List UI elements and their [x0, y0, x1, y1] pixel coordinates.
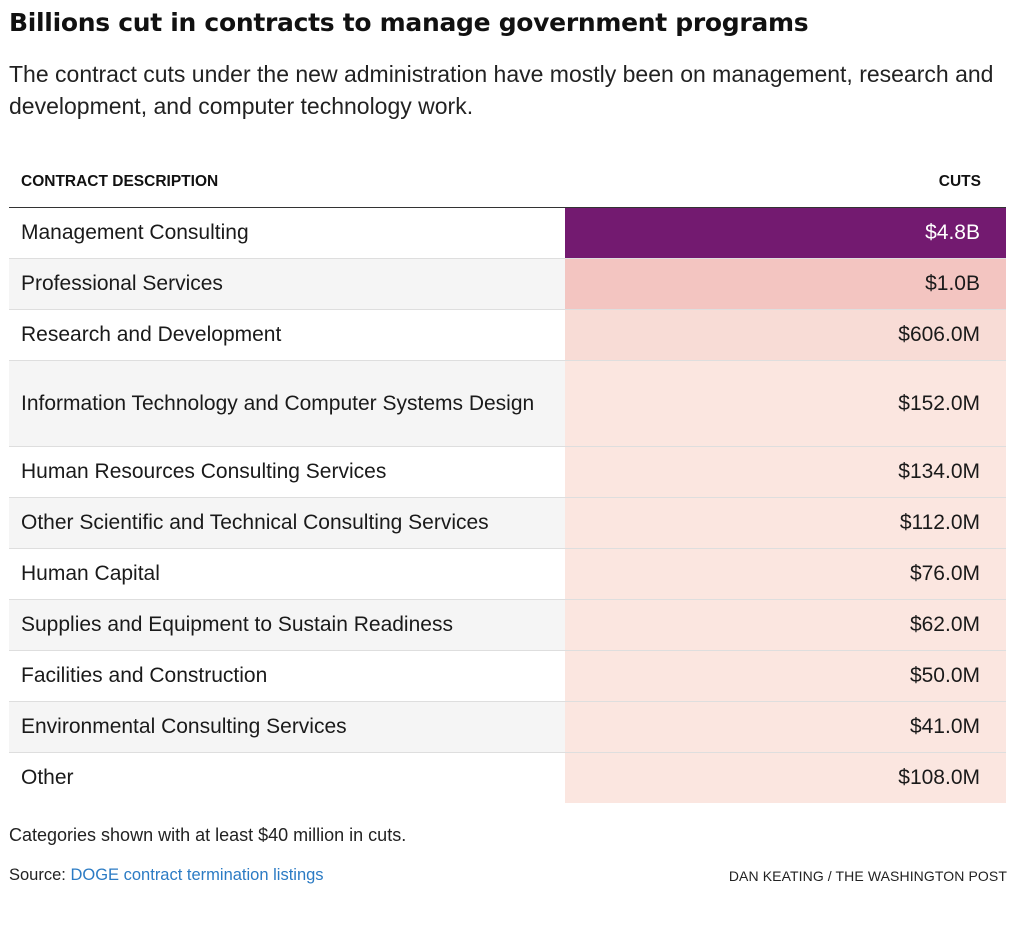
- source-label: Source:: [9, 866, 71, 884]
- source-link[interactable]: DOGE contract termination listings: [70, 866, 324, 884]
- row-description: Human Resources Consulting Services: [21, 460, 387, 483]
- chart-title: Billions cut in contracts to manage gove…: [9, 8, 809, 37]
- row-cuts-value: $76.0M: [565, 549, 1006, 599]
- table-row: Management Consulting $4.8B: [9, 208, 1006, 259]
- row-description: Research and Development: [21, 323, 282, 346]
- row-description: Environmental Consulting Services: [21, 715, 347, 738]
- row-cuts-value: $112.0M: [565, 498, 1006, 548]
- table-row: Other $108.0M: [9, 753, 1006, 803]
- table-row: Environmental Consulting Services $41.0M: [9, 702, 1006, 753]
- footnote: Categories shown with at least $40 milli…: [9, 825, 407, 845]
- row-cuts-value: $606.0M: [565, 310, 1006, 360]
- row-description: Facilities and Construction: [21, 664, 268, 687]
- row-description: Other Scientific and Technical Consultin…: [21, 511, 489, 534]
- row-cuts-value: $4.8B: [565, 208, 1006, 258]
- table-row: Professional Services $1.0B: [9, 259, 1006, 310]
- column-header-description: CONTRACT DESCRIPTION: [21, 173, 219, 190]
- table-row: Human Resources Consulting Services $134.…: [9, 447, 1006, 498]
- row-cuts-value: $152.0M: [565, 361, 1006, 446]
- table-row: Research and Development $606.0M: [9, 310, 1006, 361]
- row-description: Other: [21, 766, 74, 789]
- row-cuts-value: $108.0M: [565, 753, 1006, 803]
- row-cuts-value: $1.0B: [565, 259, 1006, 309]
- row-description: Information Technology and Computer Syst…: [21, 391, 535, 415]
- row-description: Human Capital: [21, 562, 160, 585]
- table-row: Information Technology and Computer Syst…: [9, 361, 1006, 447]
- table-row: Human Capital $76.0M: [9, 549, 1006, 600]
- row-cuts-value: $41.0M: [565, 702, 1006, 752]
- row-cuts-value: $62.0M: [565, 600, 1006, 650]
- chart-subtitle: The contract cuts under the new administ…: [9, 61, 994, 119]
- credit-line: DAN KEATING / THE WASHINGTON POST: [728, 868, 1007, 884]
- row-description: Supplies and Equipment to Sustain Readin…: [21, 613, 453, 636]
- cuts-table: Management Consulting $4.8B Professional S…: [9, 207, 1006, 803]
- row-cuts-value: $50.0M: [565, 651, 1006, 701]
- source-line: Source: DOGE contract termination listin…: [9, 866, 324, 885]
- row-description: Management Consulting: [21, 221, 249, 244]
- row-cuts-value: $134.0M: [565, 447, 1006, 497]
- table-row: Supplies and Equipment to Sustain Readin…: [9, 600, 1006, 651]
- table-row: Facilities and Construction $50.0M: [9, 651, 1006, 702]
- row-description: Professional Services: [21, 272, 223, 295]
- table-row: Other Scientific and Technical Consultin…: [9, 498, 1006, 549]
- column-header-cuts: CUTS: [938, 173, 981, 190]
